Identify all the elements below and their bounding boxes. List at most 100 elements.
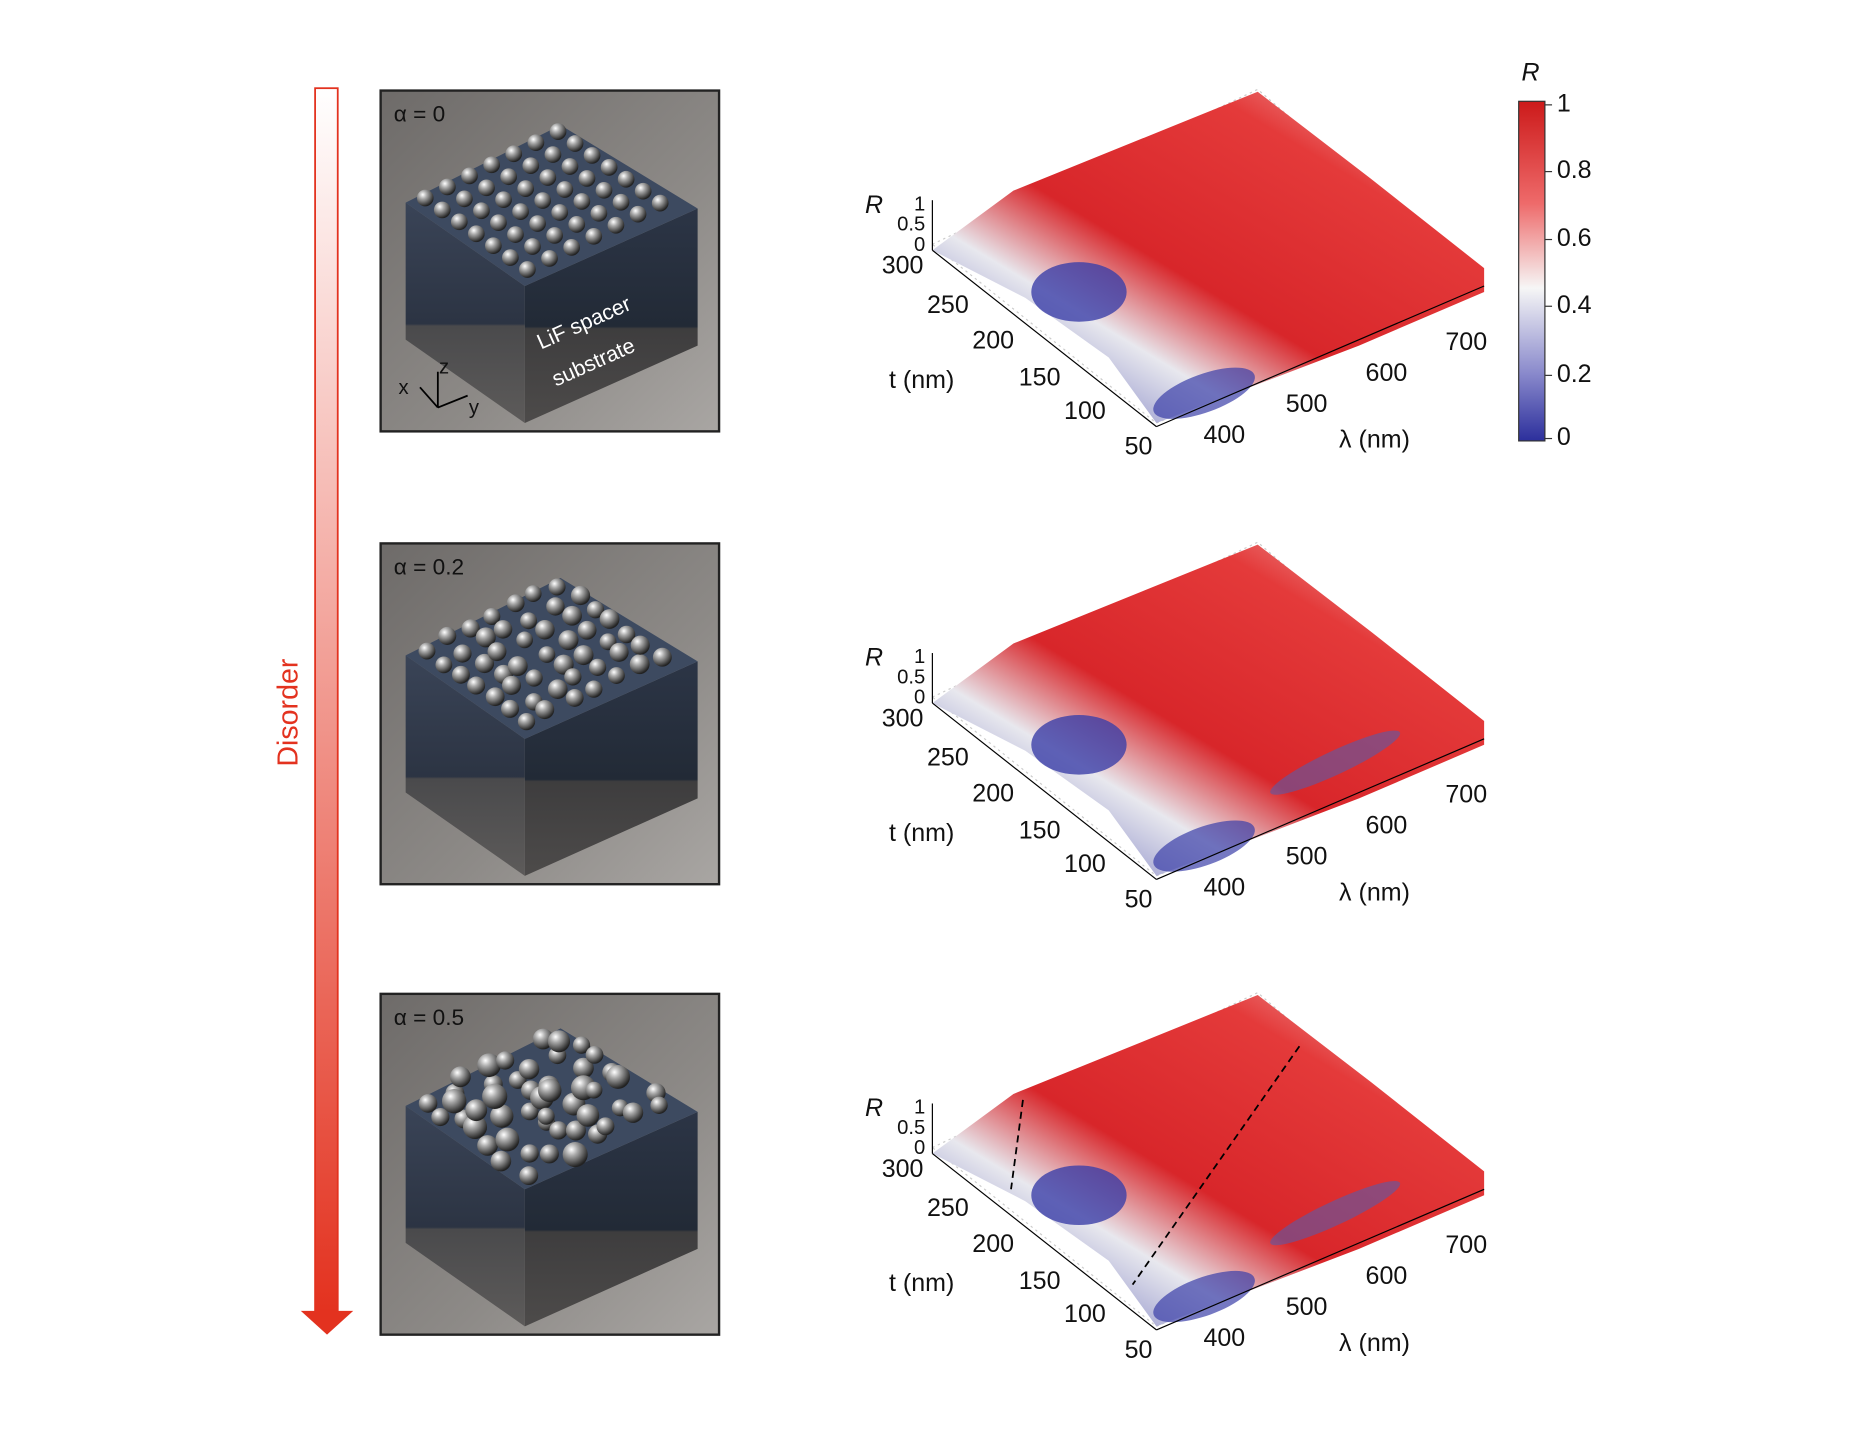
t-tick-label: 250 [927, 744, 969, 772]
nanoparticle [485, 687, 505, 707]
alpha-label: α = 0.5 [394, 1005, 464, 1030]
nanoparticle [606, 1065, 630, 1089]
t-tick-label: 200 [972, 327, 1014, 355]
nanoparticle [438, 626, 457, 645]
surface-valley [1031, 262, 1127, 322]
lambda-tick-label: 400 [1203, 1324, 1245, 1352]
lambda-tick-label: 400 [1203, 874, 1245, 902]
colorbar [1518, 100, 1546, 442]
nanoparticle [475, 627, 496, 648]
nanoparticle [520, 1102, 539, 1121]
axes-glyph [419, 371, 468, 409]
nanoparticle [517, 712, 536, 731]
nanoparticle [589, 658, 607, 676]
t-tick-label: 200 [972, 779, 1014, 807]
nanoparticle [585, 1081, 603, 1099]
disorder-label: Disorder [273, 658, 305, 767]
nanoparticle [566, 135, 584, 152]
nanoparticle [518, 1058, 540, 1080]
nanoparticle [568, 216, 586, 233]
t-axis [932, 1153, 1157, 1331]
nanoparticle [461, 167, 478, 185]
nanoparticle [617, 625, 636, 644]
nanoparticle [537, 1078, 562, 1103]
t-tick-label: 300 [882, 1155, 924, 1183]
nanoparticle [549, 123, 567, 140]
nanoparticle [516, 631, 533, 649]
lambda-tick-label: 600 [1366, 812, 1408, 840]
surface-valley [1270, 730, 1401, 795]
colorbar-tick-label: 1 [1557, 89, 1571, 117]
lambda-tick-label: 700 [1445, 781, 1487, 809]
nanoparticle [519, 261, 536, 278]
nanoparticle [435, 656, 453, 674]
nanoparticle [490, 1150, 512, 1172]
nanoparticle [549, 1121, 568, 1140]
lambda-label: λ (nm) [1339, 426, 1410, 454]
t-tick-label: 300 [882, 704, 924, 732]
surface [932, 995, 1485, 1327]
nanoparticle [650, 1096, 668, 1114]
nanoparticle [439, 178, 456, 196]
nanoparticle [474, 653, 495, 674]
nanoparticle [578, 170, 596, 187]
lambda-tick-label: 600 [1366, 359, 1408, 387]
nanoparticle [544, 146, 562, 163]
r-tick-label: 0.5 [897, 666, 925, 688]
nanoparticle [551, 204, 569, 221]
lambda-tick-label: 600 [1366, 1262, 1408, 1290]
r-tick-label: 1 [914, 193, 925, 215]
surface [932, 544, 1485, 876]
surface-valley [1031, 715, 1127, 775]
nanoparticle [453, 644, 472, 663]
nanoparticle [449, 1066, 471, 1088]
guide-line [1131, 1045, 1301, 1286]
t-tick-label: 200 [972, 1230, 1014, 1258]
nanoparticle [490, 1104, 514, 1128]
nanoparticle [546, 597, 565, 616]
nanoparticle [539, 1144, 559, 1164]
lambda-tick-label: 500 [1286, 1293, 1328, 1321]
nanoparticle [461, 619, 480, 638]
nanoparticle [595, 182, 613, 199]
nanoparticle [577, 620, 597, 640]
nanoparticle [547, 679, 568, 699]
nanoparticle [572, 1036, 591, 1054]
nanoparticle [496, 1051, 515, 1070]
r-label: R [865, 1094, 883, 1122]
nanoparticle [599, 609, 620, 629]
t-tick-label: 250 [927, 291, 969, 319]
nanoparticle [477, 1135, 498, 1156]
surface-valley [1031, 1165, 1127, 1226]
arrow-head [300, 1310, 354, 1335]
t-tick-label: 250 [927, 1194, 969, 1222]
nanoparticle [505, 145, 523, 163]
nanoparticle [596, 1117, 615, 1136]
t-tick-label: 100 [1064, 397, 1106, 425]
nanoparticle [522, 157, 540, 175]
colorbar-tick-label: 0.4 [1557, 291, 1592, 319]
nanoparticle [416, 189, 434, 207]
nanoparticle [558, 630, 579, 651]
nanoparticle [512, 203, 529, 220]
nanoparticle [563, 239, 580, 256]
nanoparticle [507, 656, 528, 676]
colorbar-tick-label: 0.2 [1557, 360, 1592, 388]
nanoparticle [441, 1088, 467, 1114]
nanoparticle [564, 668, 582, 686]
nanoparticle [652, 647, 672, 667]
t-tick-label: 50 [1125, 1336, 1153, 1364]
alpha-label: α = 0.2 [394, 554, 464, 579]
nanoparticle [585, 227, 603, 245]
lambda-tick-label: 500 [1286, 843, 1328, 871]
disorder-arrow [314, 87, 339, 1315]
nanoparticle [502, 249, 519, 266]
nanoparticle [433, 201, 451, 219]
nanoparticle [493, 620, 513, 639]
cube-right [524, 208, 698, 424]
t-tick-label: 100 [1064, 1300, 1106, 1328]
nanoparticle [535, 700, 555, 720]
lambda-tick-label: 400 [1203, 421, 1245, 449]
